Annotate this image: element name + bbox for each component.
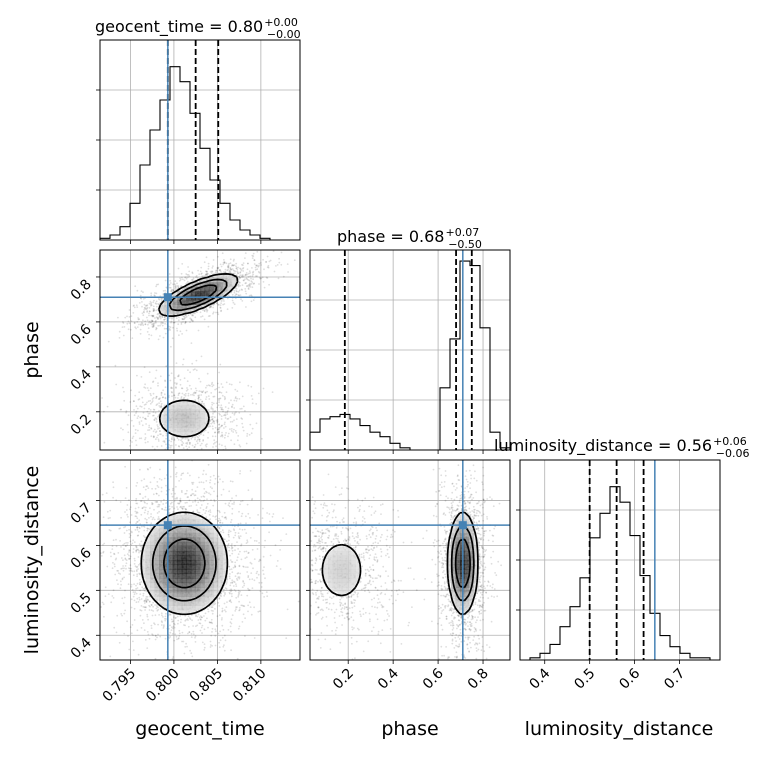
panel-geocent-time-vs-phase [100, 250, 300, 450]
contour-line [168, 278, 228, 312]
truth-marker [458, 521, 467, 530]
hist-grid [96, 40, 300, 240]
x-axis-label-phase: phase [381, 718, 438, 740]
panel-geocent-time-vs-luminosity-distance [100, 460, 300, 660]
hist-step [99, 66, 300, 241]
x-axis-label-geocent-time: geocent_time [135, 718, 264, 740]
hist-panel-luminosity-distance [516, 460, 720, 661]
hist-step [520, 486, 720, 661]
contour-line [151, 525, 217, 602]
title-phase: phase = 0.68+0.07 −0.50 [337, 226, 482, 251]
truth-marker [163, 293, 172, 302]
hist-panel-phase [306, 250, 511, 451]
contour-line [454, 538, 471, 589]
hist-step [309, 260, 511, 451]
title-luminosity-distance: luminosity_distance = 0.56+0.06 −0.06 [494, 435, 750, 460]
hist-grid [306, 250, 510, 450]
truth-marker [163, 521, 172, 530]
panel-frame [99, 459, 301, 661]
contour-line [450, 525, 475, 602]
contour-line [162, 538, 206, 589]
panel-phase-vs-luminosity-distance [310, 460, 510, 660]
y-axis-label-phase: phase [21, 321, 43, 378]
panel-frame [99, 39, 301, 241]
hist-panel-geocent-time [96, 40, 300, 241]
contour-line [157, 273, 239, 438]
title-geocent-time: geocent_time = 0.80+0.00 −0.00 [95, 16, 301, 41]
hist-grid [516, 460, 720, 660]
panel-frame [519, 459, 721, 661]
panel-frame [309, 459, 511, 661]
panel-frame [99, 249, 301, 451]
y-axis-label-luminosity-distance: luminosity_distance [21, 466, 43, 655]
panel-frame [309, 249, 511, 451]
x-axis-label-luminosity-distance: luminosity_distance [525, 718, 714, 740]
